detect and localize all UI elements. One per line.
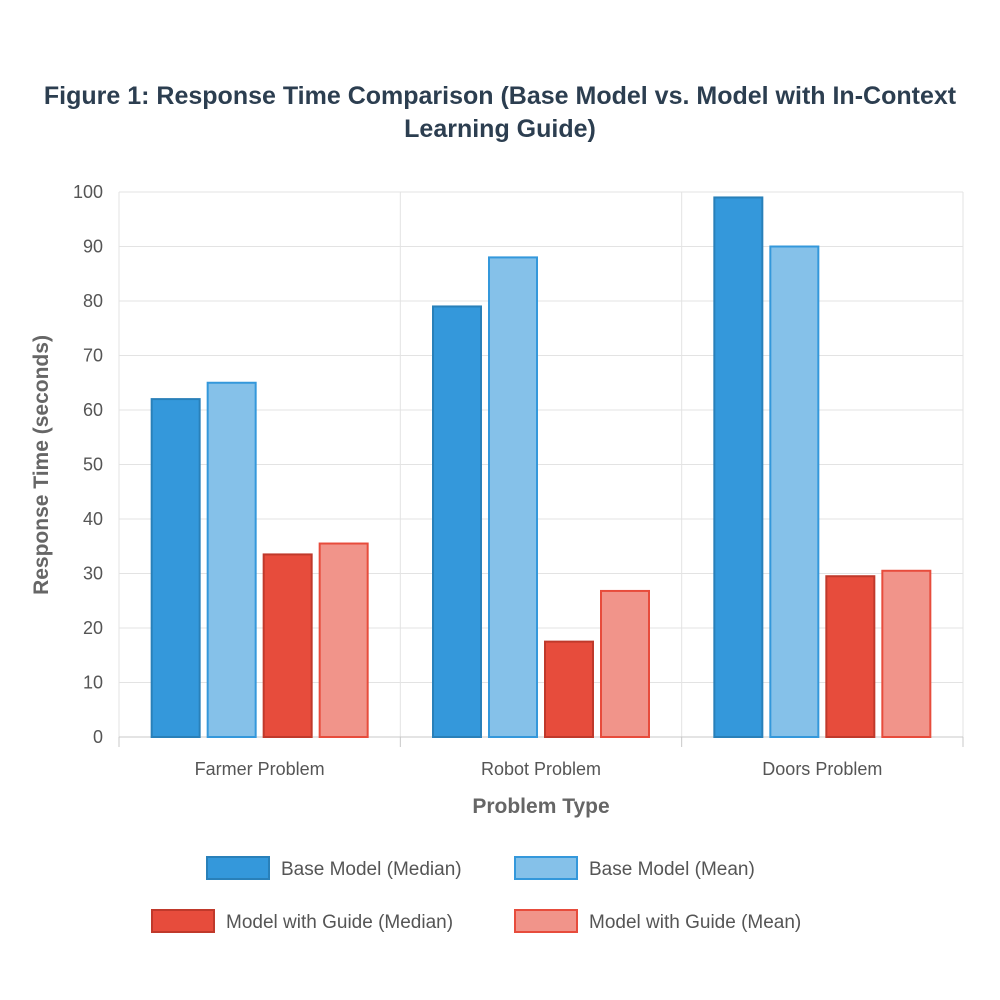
bar[interactable]: [825, 575, 876, 738]
y-tick-label: 70: [83, 346, 103, 366]
y-axis-title: Response Time (seconds): [30, 335, 53, 595]
legend: Base Model (Median) Base Model (Mean) Mode…: [151, 856, 801, 933]
y-tick-label: 50: [83, 455, 103, 475]
y-tick-label: 30: [83, 564, 103, 584]
y-tick-label: 0: [93, 727, 103, 747]
legend-swatch: [151, 909, 215, 933]
bars: [150, 196, 932, 739]
y-tick-label: 10: [83, 673, 103, 693]
grid-lines: [118, 191, 964, 738]
bar[interactable]: [318, 542, 369, 739]
bar[interactable]: [600, 589, 650, 738]
legend-item[interactable]: Base Model (Median): [206, 856, 462, 880]
legend-label: Base Model (Median): [281, 859, 462, 880]
y-tick-label: 40: [83, 509, 103, 529]
legend-item[interactable]: Model with Guide (Mean): [514, 909, 801, 933]
y-tick-label: 90: [83, 237, 103, 257]
bar[interactable]: [206, 381, 257, 738]
axes: [118, 736, 964, 747]
tick-labels: 0 10 20 30 40 50 60 70 80 90 100 Farmer Problem Robo…: [73, 182, 882, 779]
legend-item[interactable]: Base Model (Mean): [514, 856, 755, 880]
legend-label: Base Model (Mean): [589, 859, 755, 880]
y-tick-label: 60: [83, 400, 103, 420]
bar[interactable]: [432, 305, 482, 738]
legend-swatch: [206, 856, 270, 880]
bar[interactable]: [769, 245, 820, 738]
bar[interactable]: [544, 640, 594, 738]
bar[interactable]: [488, 256, 538, 738]
y-tick-label: 100: [73, 182, 103, 202]
bar[interactable]: [881, 569, 932, 739]
x-axis-title: Problem Type: [472, 795, 609, 818]
legend-swatch: [514, 856, 578, 880]
x-tick-label: Farmer Problem: [195, 759, 325, 779]
legend-label: Model with Guide (Mean): [589, 912, 801, 933]
y-tick-label: 80: [83, 291, 103, 311]
x-tick-label: Robot Problem: [481, 759, 601, 779]
y-tick-label: 20: [83, 618, 103, 638]
legend-swatch: [514, 909, 578, 933]
x-tick-label: Doors Problem: [762, 759, 882, 779]
bar[interactable]: [150, 398, 201, 738]
legend-label: Model with Guide (Median): [226, 912, 453, 933]
bar[interactable]: [713, 196, 764, 738]
legend-item[interactable]: Model with Guide (Median): [151, 909, 453, 933]
bar[interactable]: [262, 553, 313, 738]
chart-title: Figure 1: Response Time Comparison (Base…: [43, 82, 957, 143]
